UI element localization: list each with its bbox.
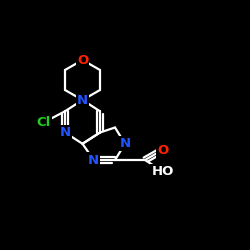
Text: N: N (88, 154, 99, 166)
Text: HO: HO (151, 165, 174, 178)
Text: Cl: Cl (36, 116, 51, 129)
Text: N: N (120, 137, 130, 150)
Text: O: O (77, 54, 88, 66)
Text: N: N (60, 126, 70, 139)
Text: N: N (77, 94, 88, 106)
Text: O: O (157, 144, 168, 156)
